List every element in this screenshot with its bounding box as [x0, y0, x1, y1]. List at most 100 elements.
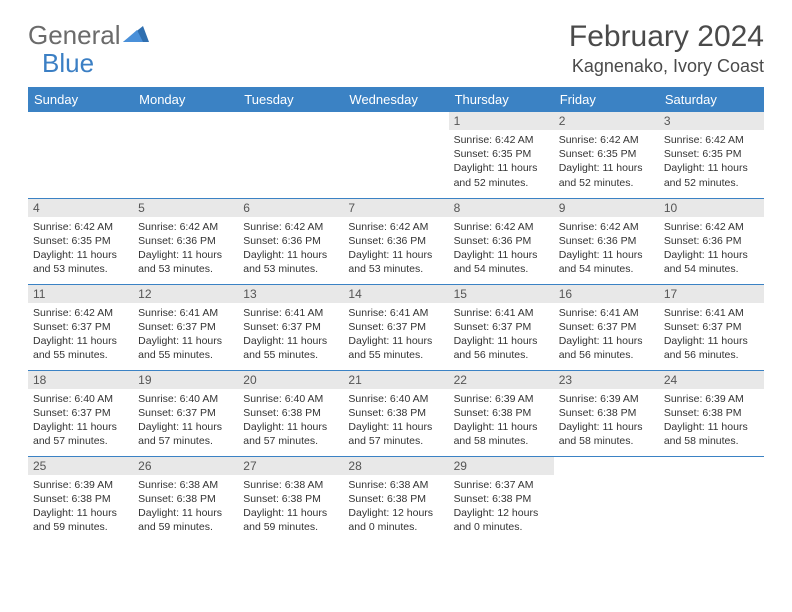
- sunset: Sunset: 6:36 PM: [454, 234, 549, 248]
- empty-cell: [133, 112, 238, 198]
- day-info: Sunrise: 6:40 AMSunset: 6:38 PMDaylight:…: [343, 389, 448, 453]
- logo: General: [28, 20, 149, 51]
- daylight: Daylight: 11 hours and 54 minutes.: [664, 248, 759, 276]
- sunset: Sunset: 6:36 PM: [138, 234, 233, 248]
- sunset: Sunset: 6:35 PM: [664, 147, 759, 161]
- sunset: Sunset: 6:36 PM: [664, 234, 759, 248]
- day-cell: 2Sunrise: 6:42 AMSunset: 6:35 PMDaylight…: [554, 112, 659, 198]
- sunrise: Sunrise: 6:42 AM: [33, 220, 128, 234]
- day-cell: 23Sunrise: 6:39 AMSunset: 6:38 PMDayligh…: [554, 370, 659, 456]
- day-cell: 14Sunrise: 6:41 AMSunset: 6:37 PMDayligh…: [343, 284, 448, 370]
- sunrise: Sunrise: 6:39 AM: [559, 392, 654, 406]
- day-info: Sunrise: 6:41 AMSunset: 6:37 PMDaylight:…: [238, 303, 343, 367]
- sunrise: Sunrise: 6:38 AM: [243, 478, 338, 492]
- day-info: Sunrise: 6:41 AMSunset: 6:37 PMDaylight:…: [449, 303, 554, 367]
- sunset: Sunset: 6:37 PM: [559, 320, 654, 334]
- logo-triangle-icon: [123, 24, 149, 44]
- empty-cell: [659, 456, 764, 542]
- sunset: Sunset: 6:38 PM: [664, 406, 759, 420]
- title-block: February 2024 Kagnenako, Ivory Coast: [569, 20, 764, 77]
- day-info: Sunrise: 6:41 AMSunset: 6:37 PMDaylight:…: [659, 303, 764, 367]
- daylight: Daylight: 11 hours and 56 minutes.: [454, 334, 549, 362]
- week-row: 18Sunrise: 6:40 AMSunset: 6:37 PMDayligh…: [28, 370, 764, 456]
- day-cell: 26Sunrise: 6:38 AMSunset: 6:38 PMDayligh…: [133, 456, 238, 542]
- daylight: Daylight: 11 hours and 54 minutes.: [454, 248, 549, 276]
- day-cell: 18Sunrise: 6:40 AMSunset: 6:37 PMDayligh…: [28, 370, 133, 456]
- day-number: 13: [238, 285, 343, 303]
- sunrise: Sunrise: 6:40 AM: [348, 392, 443, 406]
- day-info: Sunrise: 6:39 AMSunset: 6:38 PMDaylight:…: [449, 389, 554, 453]
- daylight: Daylight: 11 hours and 53 minutes.: [33, 248, 128, 276]
- sunrise: Sunrise: 6:39 AM: [33, 478, 128, 492]
- day-cell: 9Sunrise: 6:42 AMSunset: 6:36 PMDaylight…: [554, 198, 659, 284]
- day-info: Sunrise: 6:41 AMSunset: 6:37 PMDaylight:…: [133, 303, 238, 367]
- sunset: Sunset: 6:36 PM: [559, 234, 654, 248]
- sunset: Sunset: 6:37 PM: [243, 320, 338, 334]
- location: Kagnenako, Ivory Coast: [569, 56, 764, 77]
- day-number: 28: [343, 457, 448, 475]
- weekday-header: Sunday: [28, 87, 133, 112]
- daylight: Daylight: 12 hours and 0 minutes.: [454, 506, 549, 534]
- sunset: Sunset: 6:38 PM: [243, 492, 338, 506]
- day-number: 8: [449, 199, 554, 217]
- sunset: Sunset: 6:38 PM: [559, 406, 654, 420]
- weekday-header: Thursday: [449, 87, 554, 112]
- day-number: 22: [449, 371, 554, 389]
- day-number: 2: [554, 112, 659, 130]
- day-cell: 24Sunrise: 6:39 AMSunset: 6:38 PMDayligh…: [659, 370, 764, 456]
- daylight: Daylight: 11 hours and 53 minutes.: [243, 248, 338, 276]
- sunrise: Sunrise: 6:39 AM: [454, 392, 549, 406]
- weekday-header: Friday: [554, 87, 659, 112]
- sunset: Sunset: 6:38 PM: [454, 492, 549, 506]
- day-cell: 4Sunrise: 6:42 AMSunset: 6:35 PMDaylight…: [28, 198, 133, 284]
- sunrise: Sunrise: 6:41 AM: [138, 306, 233, 320]
- day-info: Sunrise: 6:37 AMSunset: 6:38 PMDaylight:…: [449, 475, 554, 539]
- sunrise: Sunrise: 6:40 AM: [138, 392, 233, 406]
- sunrise: Sunrise: 6:42 AM: [348, 220, 443, 234]
- day-cell: 6Sunrise: 6:42 AMSunset: 6:36 PMDaylight…: [238, 198, 343, 284]
- daylight: Daylight: 11 hours and 59 minutes.: [33, 506, 128, 534]
- weekday-header: Tuesday: [238, 87, 343, 112]
- day-number: 21: [343, 371, 448, 389]
- sunrise: Sunrise: 6:37 AM: [454, 478, 549, 492]
- day-cell: 1Sunrise: 6:42 AMSunset: 6:35 PMDaylight…: [449, 112, 554, 198]
- day-number: 7: [343, 199, 448, 217]
- day-info: Sunrise: 6:42 AMSunset: 6:36 PMDaylight:…: [343, 217, 448, 281]
- calendar-table: Sunday Monday Tuesday Wednesday Thursday…: [28, 87, 764, 542]
- daylight: Daylight: 11 hours and 57 minutes.: [138, 420, 233, 448]
- day-number: 27: [238, 457, 343, 475]
- day-info: Sunrise: 6:39 AMSunset: 6:38 PMDaylight:…: [28, 475, 133, 539]
- daylight: Daylight: 11 hours and 52 minutes.: [454, 161, 549, 189]
- weekday-header-row: Sunday Monday Tuesday Wednesday Thursday…: [28, 87, 764, 112]
- week-row: 25Sunrise: 6:39 AMSunset: 6:38 PMDayligh…: [28, 456, 764, 542]
- sunset: Sunset: 6:38 PM: [348, 406, 443, 420]
- sunrise: Sunrise: 6:40 AM: [33, 392, 128, 406]
- daylight: Daylight: 11 hours and 59 minutes.: [243, 506, 338, 534]
- sunset: Sunset: 6:36 PM: [348, 234, 443, 248]
- sunset: Sunset: 6:35 PM: [559, 147, 654, 161]
- day-number: 15: [449, 285, 554, 303]
- weekday-header: Monday: [133, 87, 238, 112]
- sunrise: Sunrise: 6:42 AM: [559, 220, 654, 234]
- day-info: Sunrise: 6:42 AMSunset: 6:36 PMDaylight:…: [449, 217, 554, 281]
- day-cell: 12Sunrise: 6:41 AMSunset: 6:37 PMDayligh…: [133, 284, 238, 370]
- day-number: 16: [554, 285, 659, 303]
- sunset: Sunset: 6:37 PM: [348, 320, 443, 334]
- sunrise: Sunrise: 6:42 AM: [559, 133, 654, 147]
- day-number: 14: [343, 285, 448, 303]
- day-info: Sunrise: 6:40 AMSunset: 6:38 PMDaylight:…: [238, 389, 343, 453]
- day-number: 25: [28, 457, 133, 475]
- day-number: 12: [133, 285, 238, 303]
- day-cell: 7Sunrise: 6:42 AMSunset: 6:36 PMDaylight…: [343, 198, 448, 284]
- weekday-header: Saturday: [659, 87, 764, 112]
- day-info: Sunrise: 6:38 AMSunset: 6:38 PMDaylight:…: [133, 475, 238, 539]
- daylight: Daylight: 12 hours and 0 minutes.: [348, 506, 443, 534]
- day-number: 24: [659, 371, 764, 389]
- day-info: Sunrise: 6:42 AMSunset: 6:35 PMDaylight:…: [554, 130, 659, 194]
- header: General February 2024 Kagnenako, Ivory C…: [28, 20, 764, 77]
- day-number: 29: [449, 457, 554, 475]
- day-cell: 27 Sunrise: 6:38 AMSunset: 6:38 PMDayligh…: [238, 456, 343, 542]
- daylight: Daylight: 11 hours and 57 minutes.: [33, 420, 128, 448]
- day-info: Sunrise: 6:42 AMSunset: 6:35 PMDaylight:…: [659, 130, 764, 194]
- sunset: Sunset: 6:36 PM: [243, 234, 338, 248]
